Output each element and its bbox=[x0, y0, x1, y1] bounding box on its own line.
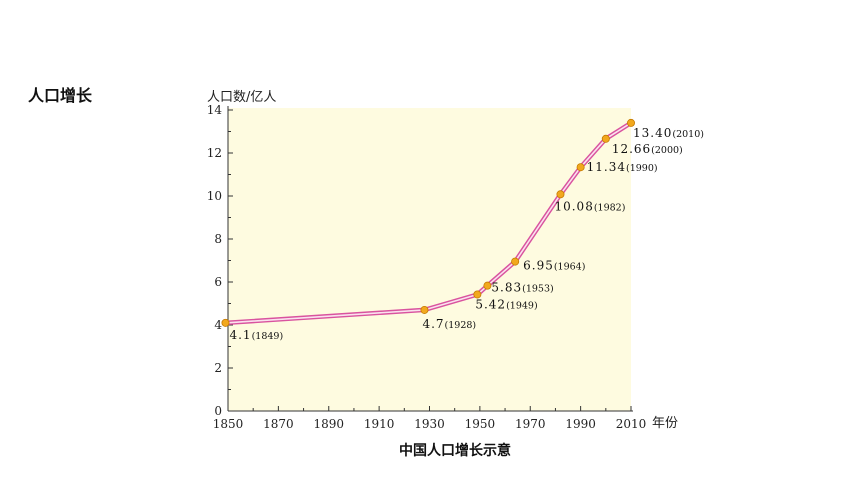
x-tick-label: 1950 bbox=[465, 417, 496, 431]
x-axis-title: 年份 bbox=[652, 416, 678, 431]
y-tick-label: 6 bbox=[214, 275, 222, 289]
data-label-year: (1928) bbox=[445, 320, 477, 331]
y-tick-label: 12 bbox=[207, 146, 222, 160]
x-tick-label: 1990 bbox=[565, 417, 596, 431]
y-tick-label: 8 bbox=[214, 232, 222, 246]
data-label-value: 5.83 bbox=[491, 281, 522, 295]
data-label: 5.42(1949) bbox=[475, 297, 537, 311]
data-label: 4.7(1928) bbox=[422, 317, 476, 331]
y-tick-label: 0 bbox=[214, 404, 222, 418]
page-heading: 人口增长 bbox=[28, 86, 93, 105]
data-label-value: 13.40 bbox=[633, 126, 672, 140]
data-point bbox=[627, 118, 636, 127]
data-label: 11.34(1990) bbox=[587, 160, 658, 174]
data-label-value: 4.7 bbox=[422, 317, 444, 331]
data-point bbox=[601, 134, 610, 143]
plot-background bbox=[228, 108, 631, 411]
data-point bbox=[420, 305, 429, 314]
data-label-year: (1949) bbox=[506, 300, 538, 311]
data-label-year: (1849) bbox=[252, 331, 284, 342]
y-tick-label: 4 bbox=[214, 318, 222, 332]
data-label: 4.1(1849) bbox=[229, 328, 283, 342]
data-label: 6.95(1964) bbox=[523, 259, 585, 273]
data-label-year: (1964) bbox=[554, 262, 586, 273]
data-label: 10.08(1982) bbox=[554, 199, 625, 213]
data-point bbox=[221, 318, 230, 327]
x-tick-label: 1970 bbox=[515, 417, 546, 431]
data-point bbox=[576, 163, 585, 172]
data-label-value: 12.66 bbox=[612, 142, 651, 156]
data-label-year: (1982) bbox=[594, 202, 626, 213]
data-point bbox=[556, 190, 565, 199]
y-tick-label: 10 bbox=[207, 189, 222, 203]
data-label-value: 4.1 bbox=[229, 328, 251, 342]
x-tick-label: 1890 bbox=[313, 417, 344, 431]
data-label-value: 11.34 bbox=[587, 160, 626, 174]
y-tick-label: 2 bbox=[214, 361, 222, 375]
x-tick-label: 1870 bbox=[263, 417, 294, 431]
data-label-year: (1990) bbox=[626, 163, 658, 174]
x-tick-label: 2010 bbox=[616, 417, 647, 431]
data-label-year: (2010) bbox=[672, 129, 704, 140]
x-tick-label: 1910 bbox=[364, 417, 395, 431]
y-tick-label: 14 bbox=[207, 103, 223, 117]
data-label: 5.83(1953) bbox=[491, 281, 553, 295]
data-label-value: 10.08 bbox=[554, 199, 593, 213]
data-label: 13.40(2010) bbox=[633, 126, 704, 140]
data-label-value: 6.95 bbox=[523, 259, 554, 273]
chart-title: 中国人口增长示意 bbox=[399, 443, 511, 459]
data-point bbox=[483, 281, 492, 290]
y-axis-title: 人口数/亿人 bbox=[207, 90, 276, 105]
data-label-year: (2000) bbox=[651, 145, 683, 156]
x-tick-label: 1930 bbox=[414, 417, 445, 431]
data-point bbox=[473, 290, 482, 299]
data-label-year: (1953) bbox=[522, 284, 554, 295]
data-label-value: 5.42 bbox=[475, 297, 506, 311]
data-label: 12.66(2000) bbox=[612, 142, 683, 156]
x-tick-label: 1850 bbox=[213, 417, 244, 431]
data-point bbox=[511, 257, 520, 266]
